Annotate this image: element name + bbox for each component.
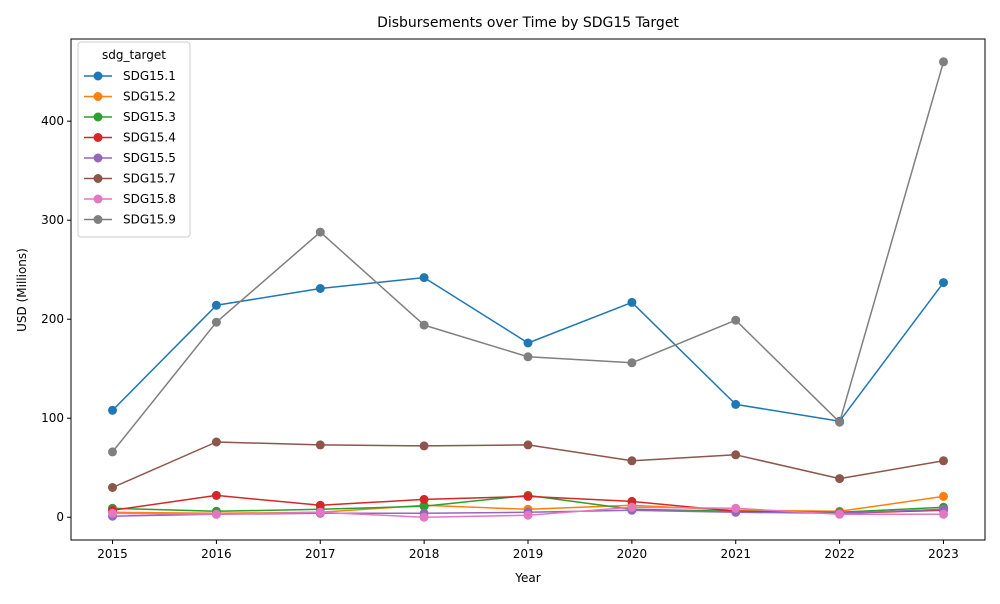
legend-item: SDG15.7 — [84, 172, 176, 186]
legend-label: SDG15.2 — [123, 90, 176, 104]
data-point — [523, 510, 533, 520]
data-point — [315, 227, 325, 237]
legend-label: SDG15.7 — [123, 172, 176, 186]
x-tick-label: 2017 — [305, 547, 336, 561]
data-point — [108, 447, 117, 457]
x-tick-label: 2015 — [97, 547, 128, 561]
legend-label: SDG15.8 — [123, 192, 176, 206]
data-point — [835, 509, 845, 519]
legend-marker — [93, 92, 103, 101]
series-SDG15.8 — [108, 502, 948, 522]
legend-item: SDG15.5 — [84, 151, 176, 165]
legend-item: SDG15.1 — [84, 69, 176, 83]
y-tick-label: 100 — [41, 411, 64, 425]
x-tick-label: 2021 — [720, 547, 751, 561]
data-point — [419, 501, 429, 511]
series-line — [111, 276, 945, 422]
data-point — [211, 490, 221, 500]
legend-title: sdg_target — [102, 48, 166, 62]
legend-frame — [77, 41, 191, 238]
data-point — [627, 358, 637, 368]
y-tick-label: 300 — [41, 213, 64, 227]
data-point — [211, 437, 221, 447]
y-axis-label: USD (Millions) — [15, 248, 29, 332]
legend-label: SDG15.1 — [123, 69, 176, 83]
y-tick-label: 200 — [41, 312, 64, 326]
series-layer — [108, 57, 948, 522]
data-point — [835, 417, 845, 427]
data-point — [211, 300, 221, 310]
legend-marker — [93, 153, 103, 163]
data-point — [211, 509, 221, 519]
x-tick-label: 2020 — [617, 547, 648, 561]
chart-title: Disbursements over Time by SDG15 Target — [377, 15, 679, 31]
legend-marker — [93, 112, 103, 122]
legend-item: SDG15.8 — [84, 192, 176, 206]
data-point — [419, 494, 429, 504]
data-point — [315, 507, 325, 517]
data-point — [627, 456, 637, 466]
x-tick-label: 2022 — [824, 547, 855, 561]
data-point — [939, 491, 948, 501]
legend-items: SDG15.1 SDG15.2 SDG15.3 SDG15.4 SDG15.5 SDG15… — [84, 69, 176, 227]
x-tick-label: 2018 — [409, 547, 440, 561]
data-point — [523, 491, 533, 501]
y-tick-label: 0 — [56, 510, 64, 524]
data-point — [731, 450, 741, 460]
data-point — [627, 502, 637, 512]
data-point — [523, 352, 533, 362]
x-axis-label: Year — [514, 571, 540, 585]
data-point — [419, 441, 429, 451]
series-line — [111, 61, 945, 453]
data-point — [108, 483, 117, 492]
legend-marker — [93, 71, 103, 81]
data-point — [315, 440, 325, 450]
data-point — [731, 315, 741, 325]
data-point — [523, 338, 533, 348]
data-point — [939, 278, 948, 288]
data-point — [731, 399, 741, 409]
legend-marker — [93, 133, 103, 142]
data-point — [315, 284, 325, 293]
y-tick-label: 400 — [41, 114, 64, 128]
legend-marker — [93, 215, 103, 224]
axes-layer: 2015 2016 2017 2018 2019 2020 2021 2022 2023 0 100… — [41, 38, 986, 561]
data-point — [939, 57, 948, 67]
legend-item: SDG15.9 — [84, 213, 176, 227]
data-point — [419, 273, 429, 283]
series-SDG15.1 — [108, 273, 948, 426]
legend-item: SDG15.2 — [84, 90, 176, 104]
x-tick-label: 2016 — [201, 547, 232, 561]
data-point — [627, 297, 637, 307]
data-point — [835, 474, 845, 484]
data-point — [939, 456, 948, 466]
legend-marker — [93, 174, 103, 183]
series-SDG15.9 — [108, 57, 948, 457]
legend-item: SDG15.4 — [84, 131, 176, 145]
legend-label: SDG15.5 — [123, 151, 176, 165]
legend-marker — [93, 194, 103, 204]
data-point — [523, 440, 533, 450]
data-point — [211, 317, 221, 327]
x-tick-label: 2019 — [513, 547, 544, 561]
legend-label: SDG15.3 — [123, 110, 176, 124]
data-point — [419, 512, 429, 522]
plot-frame — [70, 38, 986, 541]
legend-label: SDG15.4 — [123, 131, 176, 145]
legend-label: SDG15.9 — [123, 213, 176, 227]
data-point — [108, 405, 117, 415]
x-tick-label: 2023 — [928, 547, 959, 561]
data-point — [731, 503, 741, 513]
legend: sdg_target SDG15.1SDG15.2SDG15.3SDG15.4S… — [77, 41, 191, 238]
legend-item: SDG15.3 — [84, 110, 176, 124]
data-point — [939, 509, 948, 519]
data-point — [108, 508, 117, 518]
data-point — [419, 320, 429, 330]
data-point — [315, 500, 325, 510]
series-SDG15.7 — [108, 437, 948, 492]
